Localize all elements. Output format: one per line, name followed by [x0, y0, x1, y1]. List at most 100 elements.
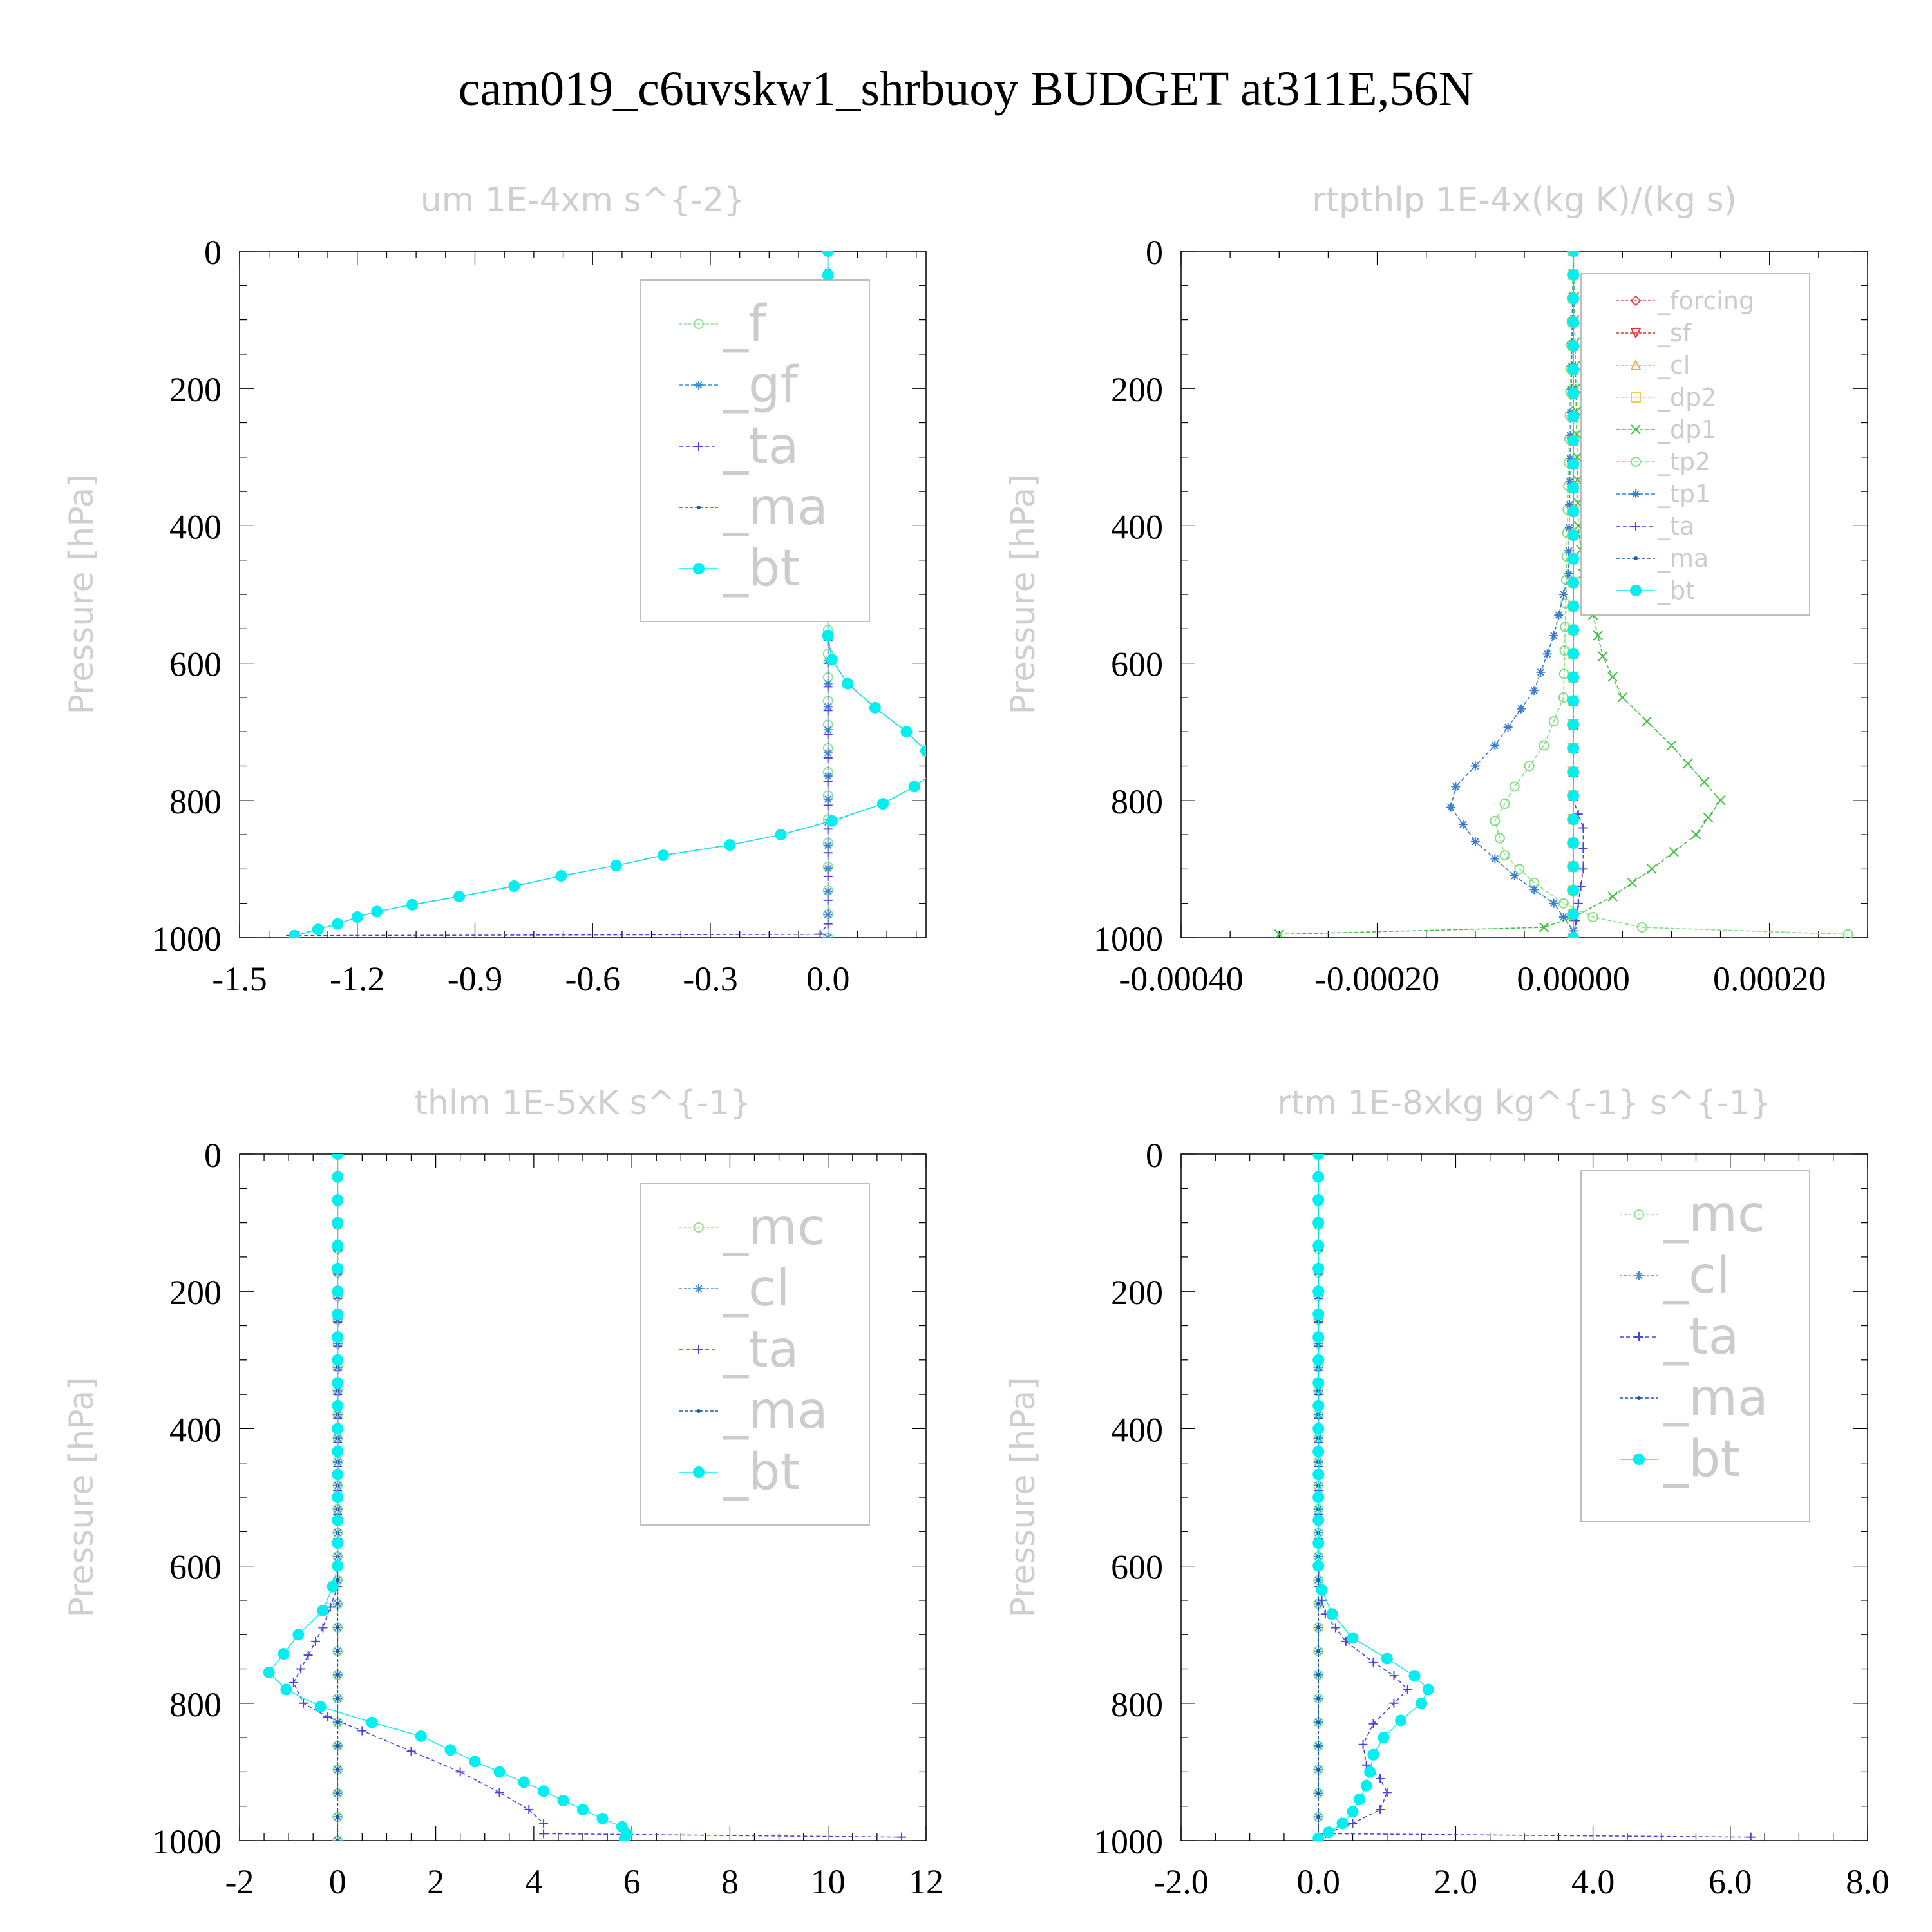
series-ma-point: [697, 506, 701, 509]
x-tick-label: -2: [225, 1862, 254, 1901]
panel-2: 0 200 400 600 800 1000-0.00040 -0.00020 0.00000…: [1004, 181, 1868, 998]
legend-label: _cl: [1657, 351, 1690, 379]
series-bt-point: [371, 905, 383, 918]
y-tick-label: 600: [1111, 645, 1163, 684]
series-ma-point: [1316, 1767, 1321, 1772]
series-bt-point: [278, 1648, 290, 1660]
y-tick-label: 800: [169, 1685, 222, 1724]
series-bt-point: [1312, 1423, 1325, 1435]
y-tick-label: 1000: [1094, 920, 1163, 958]
series-ma-point: [1637, 1396, 1641, 1400]
series-tp1-point: [1503, 723, 1513, 732]
series-bt-point: [1347, 1632, 1359, 1644]
series-bt-point: [1312, 1537, 1325, 1549]
y-tick-label: 1000: [1094, 1823, 1163, 1861]
page-title: cam019_c6uvskw1_shrbuoy BUDGET at311E,56…: [458, 62, 1474, 116]
series-ta-point: [289, 1678, 298, 1687]
series-bt-point: [1312, 1171, 1325, 1183]
series-bt-point: [327, 1580, 339, 1593]
series-bt-point: [332, 1331, 344, 1343]
x-tick-label: 10: [811, 1862, 846, 1901]
series-ma-point: [336, 1602, 340, 1606]
series-tp1-point: [1565, 500, 1575, 509]
series-tp2-point: [1509, 781, 1520, 792]
legend-label: _ma: [1663, 1369, 1768, 1427]
series-bt-point: [1567, 553, 1580, 565]
series-bt-line: [1318, 1154, 1429, 1839]
legend-box: [1580, 1170, 1810, 1522]
series-bt-point: [577, 1804, 589, 1816]
series-ma-point: [1316, 1696, 1321, 1701]
series-bt-point: [1312, 1468, 1325, 1481]
series-bt-point: [415, 1730, 427, 1742]
series-bt-point: [1323, 1826, 1335, 1839]
series-layer: [1274, 251, 1853, 938]
x-tick-label: 0: [329, 1862, 346, 1901]
series-ta-point: [823, 848, 833, 858]
series-ma-point: [336, 1672, 340, 1677]
series-bt-point: [332, 1445, 344, 1457]
series-bt-point: [1422, 1683, 1434, 1696]
series-bt-point: [1312, 1285, 1325, 1298]
series-mc-point: [1634, 1209, 1644, 1220]
series-bt-point: [332, 1354, 344, 1366]
panel-title: rtm 1E-8xkg kg^{-1} s^{-1}: [1277, 1084, 1771, 1122]
series-bt-point: [469, 1756, 481, 1768]
series-ta-point: [1576, 882, 1586, 891]
series-bt-point: [1567, 435, 1580, 447]
series-bt-point: [1312, 1308, 1325, 1320]
x-tick-label: 0.00020: [1713, 960, 1826, 998]
series-ta-point: [323, 1712, 333, 1722]
series-tp1-point: [1564, 523, 1574, 533]
series-bt-point: [1567, 742, 1580, 754]
series-bt-point: [332, 1262, 344, 1274]
series-bt-point: [518, 1776, 530, 1788]
series-bt-point: [900, 726, 913, 738]
series-dp1-point: [1666, 740, 1677, 751]
series-ta-point: [694, 1345, 703, 1354]
series-bt-point: [1567, 576, 1580, 589]
series-bt-point: [693, 563, 705, 574]
legend-label: _bt: [1657, 576, 1695, 605]
series-bt-line: [268, 1154, 628, 1839]
series-bt-point: [1567, 860, 1580, 873]
series-tp2-point: [1558, 692, 1569, 703]
series-bt-point: [826, 815, 838, 827]
series-bt-point: [610, 860, 622, 872]
legend: _mc_cl_ta_ma_bt: [640, 1183, 870, 1526]
series-ta-point: [357, 1726, 367, 1736]
series-bt-point: [1395, 1714, 1407, 1727]
series-bt-point: [332, 1194, 344, 1206]
series-bt-point: [263, 1666, 275, 1678]
y-tick-label: 600: [169, 1548, 222, 1587]
series-ma-point: [1634, 556, 1638, 560]
series-bt-point: [822, 269, 834, 281]
series-bt-point: [1367, 1748, 1379, 1761]
legend-box: [640, 279, 870, 622]
panel-3: 0 200 400 600 800 1000-2 0 2 4 6 8 10 12 thlm 1E-5xK …: [62, 1084, 943, 1901]
series-bt-point: [1567, 932, 1580, 938]
series-bt-point: [1567, 671, 1580, 683]
series-bt-point: [351, 911, 363, 923]
series-tp1-point: [1564, 546, 1574, 556]
series-bt-point: [332, 1154, 344, 1160]
legend-label: _ta: [1663, 1308, 1739, 1366]
series-ma-point: [1316, 1649, 1321, 1653]
series-bt-point: [775, 829, 787, 841]
series-f-point: [694, 319, 704, 329]
series-tp2-point: [1548, 716, 1559, 727]
series-bt-point: [826, 654, 838, 666]
series-tp1-point: [1530, 686, 1539, 696]
x-tick-label: -0.00020: [1315, 960, 1439, 998]
legend-label: _tp1: [1657, 480, 1710, 508]
series-ma-point: [336, 1696, 340, 1701]
series-tp1-point: [1549, 898, 1558, 908]
series-tp1-point: [1470, 761, 1480, 771]
series-bt-point: [596, 1812, 609, 1824]
y-tick-label: 0: [204, 233, 222, 272]
series-dp1-point: [1690, 829, 1701, 840]
series-layer: [263, 1154, 906, 1841]
series-ta-point: [823, 895, 833, 905]
series-bt-point: [1354, 1794, 1366, 1806]
